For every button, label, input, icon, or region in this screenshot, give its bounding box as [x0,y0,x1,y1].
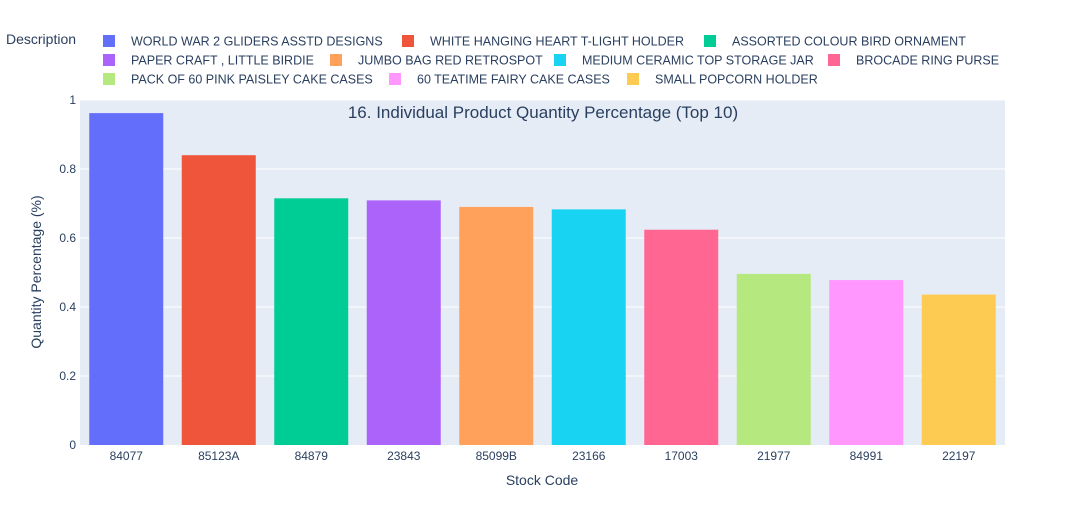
x-tick-label: 84077 [110,449,144,463]
legend-swatch[interactable] [828,54,840,66]
legend-swatch[interactable] [103,54,115,66]
legend-swatch[interactable] [704,35,716,47]
x-tick-label: 23166 [572,449,606,463]
x-tick-label: 85099B [476,449,517,463]
legend-label[interactable]: WHITE HANGING HEART T-LIGHT HOLDER [430,35,684,49]
y-tick-label: 0.4 [59,300,76,314]
x-tick-label: 17003 [665,449,699,463]
bar-21977 [736,273,811,445]
x-tick-label: 84879 [295,449,329,463]
x-tick-label: 22197 [942,449,976,463]
legend-label[interactable]: MEDIUM CERAMIC TOP STORAGE JAR [582,54,814,68]
legend-swatch[interactable] [389,73,401,85]
legend-swatch[interactable] [330,54,342,66]
legend-swatch[interactable] [103,35,115,47]
legend-swatch[interactable] [554,54,566,66]
legend-label[interactable]: SMALL POPCORN HOLDER [655,73,818,87]
legend-swatch[interactable] [627,73,639,85]
legend-label[interactable]: WORLD WAR 2 GLIDERS ASSTD DESIGNS [131,35,383,49]
bar-85123A [181,155,256,445]
x-tick-label: 84991 [850,449,884,463]
legend-label[interactable]: PACK OF 60 PINK PAISLEY CAKE CASES [131,73,373,87]
bar-85099B [459,206,534,445]
bar-84077 [89,113,164,446]
y-tick-labels: 0 0.2 0.4 0.6 0.8 1 [59,93,76,452]
bars [89,113,996,446]
legend-label[interactable]: 60 TEATIME FAIRY CAKE CASES [417,73,610,87]
bar-17003 [644,229,719,445]
bar-23843 [366,200,441,445]
x-tick-label: 85123A [198,449,239,463]
bar-84991 [829,280,904,445]
y-tick-label: 0.6 [59,231,76,245]
legend-label[interactable]: BROCADE RING PURSE [856,54,999,68]
x-axis-title: Stock Code [506,472,579,488]
y-tick-label: 1 [69,93,76,107]
x-tick-labels: 84077 85123A 84879 23843 85099B 23166 17003 219… [110,449,976,463]
legend-swatch[interactable] [402,35,414,47]
legend-label[interactable]: ASSORTED COLOUR BIRD ORNAMENT [732,35,966,49]
legend-swatch[interactable] [103,73,115,85]
bar-23166 [551,209,626,445]
x-tick-label: 21977 [757,449,791,463]
x-tick-label: 23843 [387,449,421,463]
legend-title: Description [6,31,76,47]
y-tick-label: 0 [69,438,76,452]
y-tick-label: 0.2 [59,369,76,383]
legend-label[interactable]: JUMBO BAG RED RETROSPOT [358,54,543,68]
bar-84879 [274,198,349,445]
y-axis-title: Quantity Percentage (%) [28,195,44,348]
bar-22197 [921,294,996,445]
y-tick-label: 0.8 [59,162,76,176]
chart-title: 16. Individual Product Quantity Percenta… [348,103,738,122]
legend: WORLD WAR 2 GLIDERS ASSTD DESIGNS WHITE H… [103,35,999,87]
legend-label[interactable]: PAPER CRAFT , LITTLE BIRDIE [131,54,314,68]
